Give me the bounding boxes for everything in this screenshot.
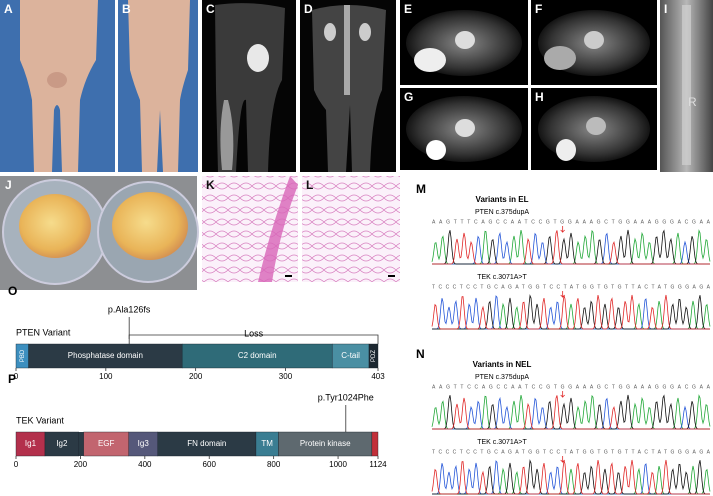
variant-arrow: [560, 456, 565, 463]
trace: [432, 395, 710, 430]
photo-j: [0, 176, 199, 290]
domain-label: Protein kinase: [300, 439, 351, 448]
domain: [331, 343, 370, 369]
sequence: AAGTTTCAGCCAATCCGTGGAAAGCTGGAAAGGGACGAA: [432, 219, 711, 225]
mri-c: [202, 0, 296, 173]
tick-label: 403: [371, 372, 385, 381]
panel-label: C: [206, 2, 215, 16]
panel-label: A: [4, 2, 13, 16]
mri-axial: [400, 0, 657, 170]
gene-label: TEK c.3071A>T: [477, 439, 527, 446]
trace: [431, 459, 710, 495]
domain: [181, 343, 333, 369]
panel-label: L: [306, 178, 313, 192]
chromatogram: [431, 294, 711, 330]
gene-label: TEK c.3071A>T: [477, 274, 527, 281]
domain: [83, 431, 129, 457]
domain: [15, 431, 46, 457]
gene-label: PTEN c.375dupA: [475, 374, 529, 381]
chromatogram: [431, 459, 711, 495]
photo-a: [0, 0, 115, 172]
protein-name: TEK Variant: [16, 415, 64, 425]
domain-label: Phosphatase domain: [68, 351, 143, 360]
trace: [432, 459, 710, 495]
tick-label: 300: [279, 372, 293, 381]
chromatogram: [431, 229, 711, 265]
chromatogram: [431, 394, 711, 430]
tick-label: 800: [267, 460, 281, 469]
xray-i: [660, 0, 713, 172]
domain-label: EGF: [98, 439, 115, 448]
variant-arrow: [560, 291, 565, 298]
domain-label: TM: [261, 439, 273, 448]
tick-label: 200: [74, 460, 88, 469]
variant-arrow: [560, 391, 565, 398]
sequence: TCCCTCCTGCAGATGGTCCTATGGTGTGTTACTATGGGAG…: [432, 449, 711, 455]
gene-label: PTEN c.375dupA: [475, 209, 529, 216]
panel-label: N: [416, 347, 425, 361]
panel-label: H: [535, 90, 544, 104]
tick-label: 200: [189, 372, 203, 381]
trace: [432, 394, 710, 430]
trace: [432, 295, 710, 330]
protein-name: PTEN Variant: [16, 327, 71, 337]
panel-title: Variants in NEL: [473, 360, 532, 369]
panel-label: B: [122, 2, 131, 16]
domain: [371, 431, 379, 457]
loss-bracket: [128, 334, 379, 344]
tick-label: 100: [99, 372, 113, 381]
panel-label: F: [535, 2, 542, 16]
panel-label: D: [304, 2, 313, 16]
variant-arrow: [560, 226, 565, 233]
panel-label: G: [404, 90, 413, 104]
panel-label: M: [416, 182, 426, 196]
panel-title: Variants in EL: [476, 195, 529, 204]
trace: [431, 394, 711, 430]
domain-label: Ig1: [25, 439, 37, 448]
trace: [432, 294, 710, 330]
domain-label: PDZ: [371, 350, 377, 362]
tick-label: 400: [138, 460, 152, 469]
sequence: TCCCTCCTGCAGATGGTCCTATGGTGTGTTACTATGGGAG…: [432, 284, 711, 290]
domain: [368, 343, 379, 369]
domain: [278, 431, 373, 457]
domain-label: C-tail: [341, 351, 360, 360]
mri-d: [300, 0, 396, 172]
domain: [44, 431, 80, 457]
trace: [432, 231, 710, 265]
variant-label: p.Tyr1024Phe: [318, 392, 374, 402]
sequence: AAGTTCCAGCCAATCCGTGGAAAGCTGGAAAGGGACGAA: [432, 384, 711, 390]
domain: [28, 343, 183, 369]
tick-label: 1000: [329, 460, 347, 469]
image-marker: R: [688, 95, 697, 109]
tick-label: 0: [14, 372, 19, 381]
loss-label: Loss: [244, 328, 264, 338]
domain-label: C2 domain: [238, 351, 277, 360]
panel-label: O: [8, 284, 17, 298]
variant-label: p.Ala126fs: [108, 304, 151, 314]
trace: [432, 230, 710, 265]
panel-label: K: [206, 178, 215, 192]
domain: [157, 431, 257, 457]
panel-label: E: [404, 2, 412, 16]
panel-label: J: [5, 178, 12, 192]
trace: [432, 396, 710, 430]
trace: [431, 294, 710, 330]
trace: [432, 460, 710, 495]
tick-label: 600: [203, 460, 217, 469]
panel-label: P: [8, 372, 16, 386]
domain-label: PBD: [20, 349, 26, 362]
domain-label: FN domain: [187, 439, 226, 448]
panel-label: I: [664, 2, 667, 16]
photo-b: [118, 0, 198, 172]
tick-label: 0: [14, 460, 19, 469]
domain-label: Ig2: [56, 439, 68, 448]
tick-label: 1124: [369, 460, 387, 469]
domain-label: Ig3: [138, 439, 150, 448]
histology: [202, 176, 400, 282]
